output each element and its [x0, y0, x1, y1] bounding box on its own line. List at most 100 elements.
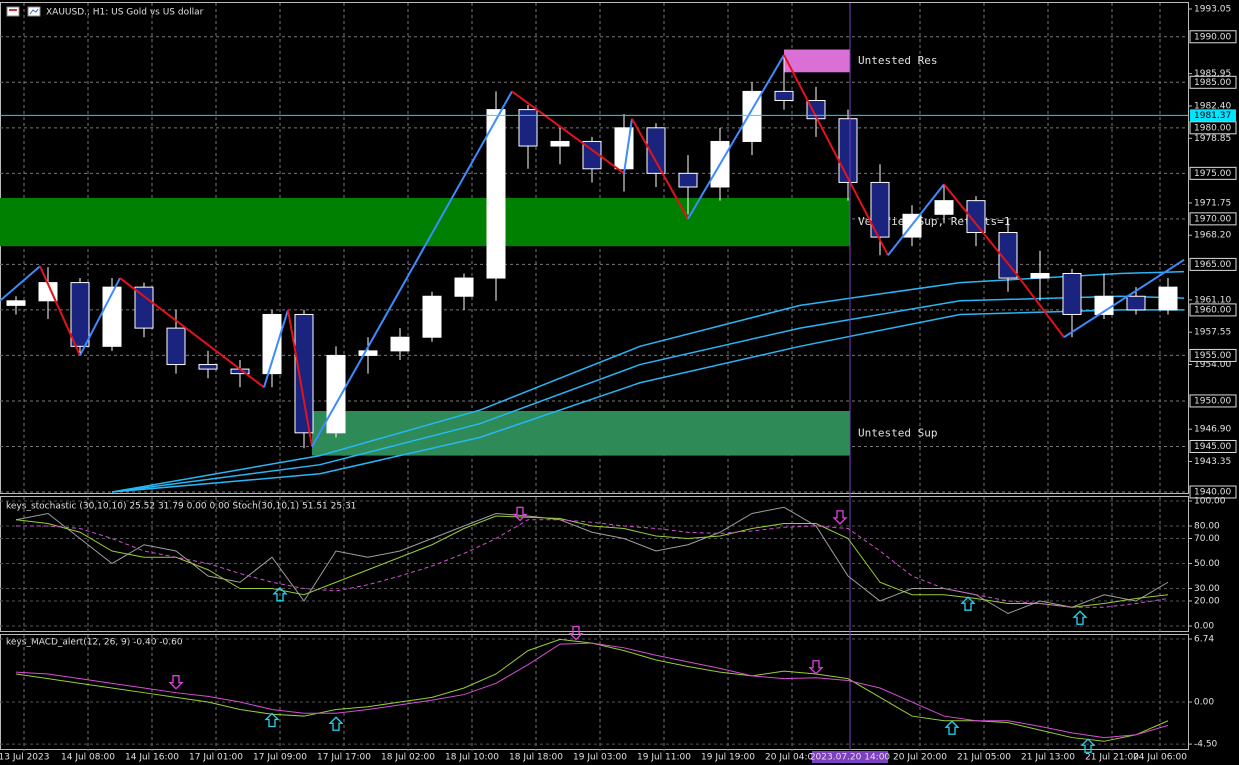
zone-label: Untested Res — [858, 54, 937, 67]
zigzag-segment — [1015, 272, 1065, 338]
level-label: 1970.00 — [1194, 214, 1231, 224]
candle-body — [6, 300, 26, 306]
x-tick-label: 24 Jul 06:00 — [1133, 753, 1187, 763]
level-label-box — [1189, 348, 1237, 362]
y-tick-label: 1978.85 — [1194, 134, 1231, 144]
level-label-box — [1189, 485, 1237, 499]
zigzag-segment — [263, 309, 289, 388]
x-tick-label: 21 Jul 21:00 — [1085, 753, 1139, 763]
candle-body — [1062, 272, 1082, 315]
y-tick-label: 1943.35 — [1194, 457, 1231, 467]
candle-body — [454, 277, 474, 297]
zigzag-segment — [79, 277, 121, 356]
zigzag-segment — [39, 265, 81, 356]
price-label-box — [1190, 109, 1236, 122]
x-tick-label: 20 Jul 04:00 — [765, 753, 819, 763]
panel: 100.00 80.00 70.00 50.00 30.00 20.00 0.00 — [0, 491, 1226, 633]
main-panel-frame — [0, 2, 1189, 494]
stochastic-title: keys_stochastic (30,10,10) 25.52 31.79 0… — [6, 502, 356, 512]
candle-body — [198, 364, 218, 370]
candle-body — [934, 200, 954, 215]
level-label-box — [1189, 303, 1237, 317]
x-tick-label: 21 Jul 05:00 — [957, 753, 1011, 763]
level-label: 1990.00 — [1194, 32, 1231, 42]
signal-arrow — [944, 720, 960, 735]
level-label: 1955.00 — [1194, 351, 1231, 361]
candle-body — [550, 140, 570, 147]
signal-arrow — [272, 586, 288, 602]
candle-body — [1158, 286, 1178, 311]
y-tick-label: 50.00 — [1194, 559, 1220, 569]
level-label: 1965.00 — [1194, 260, 1231, 270]
y-tick-label: 1971.75 — [1194, 198, 1231, 208]
moving-average — [111, 309, 1184, 493]
zone — [784, 49, 850, 73]
price-label: 1981.37 — [1194, 111, 1231, 121]
candle-body — [518, 109, 538, 147]
candle-body — [390, 336, 410, 352]
candle-body — [262, 313, 282, 375]
candle-body — [134, 286, 154, 329]
level-label: 1950.00 — [1194, 396, 1231, 406]
x-tick-label: 13 Jul 2023 — [0, 753, 49, 763]
y-tick-label: 1982.40 — [1194, 101, 1231, 111]
zigzag-segment — [623, 118, 633, 174]
x-tick-label: 17 Jul 17:00 — [317, 753, 371, 763]
zigzag-segment — [119, 277, 265, 389]
macd-title: keys_MACD_alert(12, 26, 9) -0.40 -0.60 — [6, 638, 183, 648]
signal-arrow — [568, 625, 584, 641]
y-tick-label: 1957.55 — [1194, 328, 1231, 338]
level-label: 1980.00 — [1194, 123, 1231, 133]
signal-arrow — [168, 675, 184, 690]
signal-arrow — [264, 712, 280, 728]
signal-arrow — [512, 506, 528, 522]
level-label-box — [1189, 212, 1237, 226]
zigzag-segment — [1063, 258, 1185, 339]
level-label-box — [1189, 121, 1237, 135]
y-tick-label: 1954.00 — [1194, 360, 1231, 370]
signal-arrow — [832, 510, 848, 525]
y-tick-label: 1985.95 — [1194, 69, 1231, 79]
zigzag-segment — [687, 54, 785, 220]
signal-arrow — [1072, 610, 1088, 625]
candle-body — [742, 90, 762, 142]
y-tick-label: 1968.20 — [1194, 231, 1231, 241]
zone — [0, 197, 850, 247]
candle-body — [422, 295, 442, 338]
level-label-box — [1189, 75, 1237, 89]
zigzag-segment — [631, 118, 689, 220]
y-tick-label: 1946.90 — [1194, 425, 1231, 435]
zigzag-segment — [311, 90, 513, 447]
signal-arrow — [328, 716, 344, 731]
x-tick-label: 18 Jul 10:00 — [445, 753, 499, 763]
candle-body — [678, 172, 698, 188]
zigzag-segment — [783, 54, 889, 256]
y-tick-label: 30.00 — [1194, 584, 1220, 594]
indicator-line — [15, 642, 1169, 739]
moving-average — [111, 270, 1185, 493]
y-tick-label: 0.00 — [1194, 698, 1214, 708]
cursor-label: 2023.07.20 14:00 — [810, 753, 891, 763]
y-tick-label: 20.00 — [1194, 597, 1220, 607]
x-tick-label: 14 Jul 16:00 — [125, 753, 179, 763]
candle-body — [646, 127, 666, 174]
level-label-box — [1189, 166, 1237, 180]
candle-body — [1126, 295, 1146, 311]
candle-body — [166, 327, 186, 366]
zone — [312, 410, 850, 456]
level-label: 1985.00 — [1194, 78, 1231, 88]
x-tick-label: 19 Jul 11:00 — [637, 753, 691, 763]
level-label: 1960.00 — [1194, 305, 1231, 315]
y-tick-label: 70.00 — [1194, 534, 1220, 544]
moving-average — [111, 295, 1185, 493]
level-label: 1945.00 — [1194, 442, 1231, 452]
x-tick-label: 18 Jul 02:00 — [381, 753, 435, 763]
candle-body — [102, 286, 122, 347]
zigzag-segment — [511, 90, 625, 175]
candle-body — [1030, 272, 1050, 279]
signal-arrow — [1080, 738, 1096, 753]
x-tick-label: 17 Jul 01:00 — [189, 753, 243, 763]
x-tick-label: 21 Jul 13:00 — [1021, 753, 1075, 763]
